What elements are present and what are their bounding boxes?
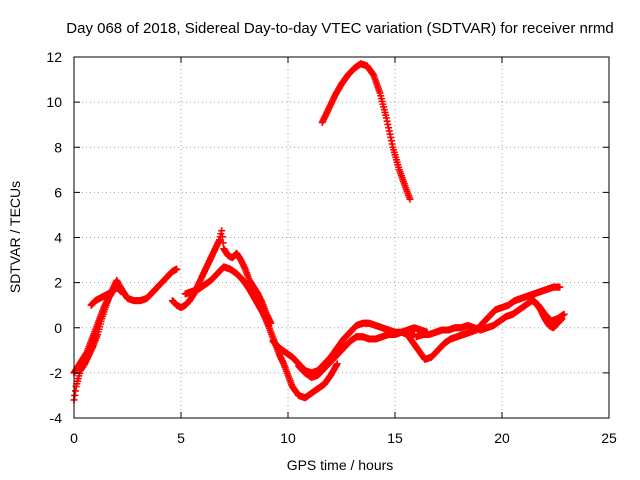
x-tick-label: 15 [387, 430, 403, 446]
data-point [219, 239, 227, 247]
data-points [70, 60, 568, 404]
data-point [218, 227, 226, 235]
x-axis-ticks: 0 5 10 15 20 25 [70, 57, 617, 446]
series-satellite-track-8 [295, 324, 431, 381]
data-point [173, 265, 181, 273]
x-tick-label: 25 [601, 430, 617, 446]
series-satellite-track-12 [530, 297, 566, 332]
y-tick-label: 6 [54, 184, 62, 200]
series-satellite-track-3 [87, 283, 121, 309]
data-point [218, 233, 226, 241]
data-point [558, 315, 566, 323]
x-tick-label: 5 [177, 430, 185, 446]
data-point [333, 360, 341, 368]
data-point [556, 283, 564, 291]
series-satellite-track-4 [168, 227, 275, 327]
series-satellite-track-6 [263, 317, 341, 402]
y-tick-label: 8 [54, 139, 62, 155]
y-tick-label: 0 [54, 320, 62, 336]
data-point [113, 283, 121, 291]
x-axis-label: GPS time / hours [287, 457, 394, 473]
y-tick-label: -2 [50, 365, 63, 381]
series-satellite-track-9 [318, 60, 414, 203]
y-tick-label: 2 [54, 275, 62, 291]
data-point [560, 310, 568, 318]
y-tick-label: 10 [46, 94, 62, 110]
x-tick-label: 0 [70, 430, 78, 446]
data-point [117, 288, 125, 296]
y-tick-label: -4 [50, 410, 63, 426]
data-point [406, 195, 414, 203]
series-satellite-track-10 [402, 283, 564, 363]
y-tick-label: 4 [54, 230, 62, 246]
x-tick-label: 20 [494, 430, 510, 446]
y-axis-label: SDTVAR / TECUs [7, 181, 23, 293]
y-axis-ticks: -4 -2 0 2 4 6 8 10 12 [46, 49, 609, 426]
x-tick-label: 10 [280, 430, 296, 446]
y-tick-label: 12 [46, 49, 62, 65]
chart-title: Day 068 of 2018, Sidereal Day-to-day VTE… [66, 20, 613, 37]
grid-lines [74, 57, 609, 418]
series-satellite-track-1 [70, 265, 181, 404]
